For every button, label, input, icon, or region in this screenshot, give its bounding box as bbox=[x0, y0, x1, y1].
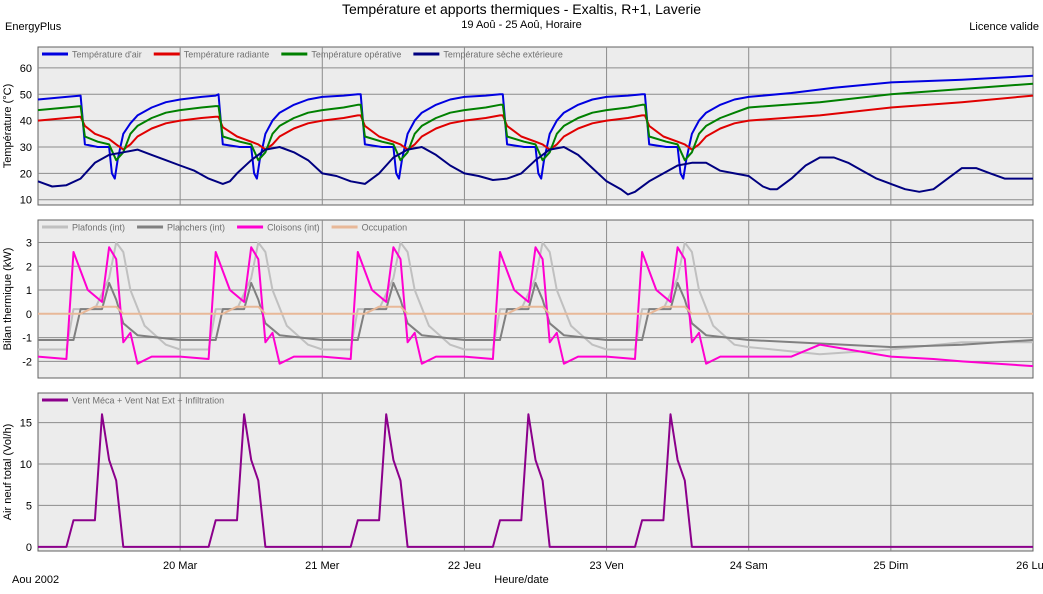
y-tick-label: 50 bbox=[20, 89, 32, 101]
series-line-3 bbox=[37, 82, 1034, 162]
x-tick-label: 20 Mar bbox=[163, 560, 198, 572]
series-line-4 bbox=[38, 305, 1033, 315]
panel-3: 0 5 10 15 Air neuf total (Vol/h) Vent Méca + … bbox=[2, 392, 1034, 554]
series-line-1 bbox=[37, 74, 1034, 180]
app-name: EnergyPlus bbox=[5, 21, 62, 33]
x-tick-label: 22 Jeu bbox=[448, 560, 481, 572]
plot-area bbox=[37, 392, 1034, 552]
x-tick-label: 24 Sam bbox=[730, 560, 768, 572]
series-line-4 bbox=[37, 146, 1033, 196]
y-tick-label: 10 bbox=[20, 459, 32, 471]
y-axis-label: Bilan thermique (kW) bbox=[2, 248, 14, 351]
chart-subtitle: 19 Aoû - 25 Aoû, Horaire bbox=[461, 19, 582, 31]
y-tick-label: 40 bbox=[20, 116, 32, 128]
series-line-2 bbox=[37, 94, 1034, 151]
chart-title: Température et apports thermiques - Exal… bbox=[341, 1, 702, 17]
y-tick-label: 2 bbox=[26, 261, 32, 273]
legend-label: Planchers (int) bbox=[167, 223, 225, 233]
y-tick-label: 5 bbox=[26, 500, 32, 512]
series-line-1 bbox=[38, 413, 1033, 548]
x-tick-label: 25 Dim bbox=[873, 560, 908, 572]
y-tick-label: -1 bbox=[22, 333, 32, 345]
x-axis-title: Heure/date bbox=[494, 574, 549, 586]
y-tick-label: 30 bbox=[20, 142, 32, 154]
series-line-1 bbox=[38, 241, 1033, 356]
y-tick-label: -2 bbox=[22, 356, 32, 368]
y-tick-label: 0 bbox=[26, 309, 32, 321]
plot-area bbox=[37, 46, 1034, 206]
y-tick-label: 3 bbox=[26, 238, 32, 250]
license-status: Licence valide bbox=[969, 21, 1039, 33]
legend-label: Température radiante bbox=[184, 50, 270, 60]
legend-label: Cloisons (int) bbox=[267, 223, 320, 233]
x-tick-label: 23 Ven bbox=[589, 560, 623, 572]
y-axis-label: Température (°C) bbox=[2, 84, 14, 168]
legend-label: Occupation bbox=[362, 223, 408, 233]
panel-1: 10 20 30 40 50 60 Température (°C) Température … bbox=[2, 46, 1034, 207]
period-label: Aou 2002 bbox=[12, 574, 60, 586]
y-tick-label: 15 bbox=[20, 418, 32, 430]
x-tick-label: 26 Lun bbox=[1016, 560, 1043, 572]
y-tick-label: 0 bbox=[26, 542, 32, 554]
legend-label: Plafonds (int) bbox=[72, 223, 125, 233]
legend-label: Vent Méca + Vent Nat Ext + Infiltration bbox=[72, 396, 224, 406]
y-tick-label: 10 bbox=[20, 195, 32, 207]
plot-area bbox=[37, 219, 1034, 379]
panel-2: -2 -1 0 1 2 3 Bilan thermique (kW) Plafonds (in… bbox=[2, 219, 1034, 379]
legend-label: Température sèche extérieure bbox=[443, 50, 563, 60]
y-tick-label: 20 bbox=[20, 168, 32, 180]
x-tick-label: 21 Mer bbox=[305, 560, 340, 572]
series-line-3 bbox=[37, 246, 1034, 368]
legend-label: Température opérative bbox=[311, 50, 401, 60]
y-axis-label: Air neuf total (Vol/h) bbox=[2, 424, 14, 521]
y-tick-label: 1 bbox=[26, 285, 32, 297]
y-tick-label: 60 bbox=[20, 63, 32, 75]
legend-label: Température d'air bbox=[72, 50, 142, 60]
